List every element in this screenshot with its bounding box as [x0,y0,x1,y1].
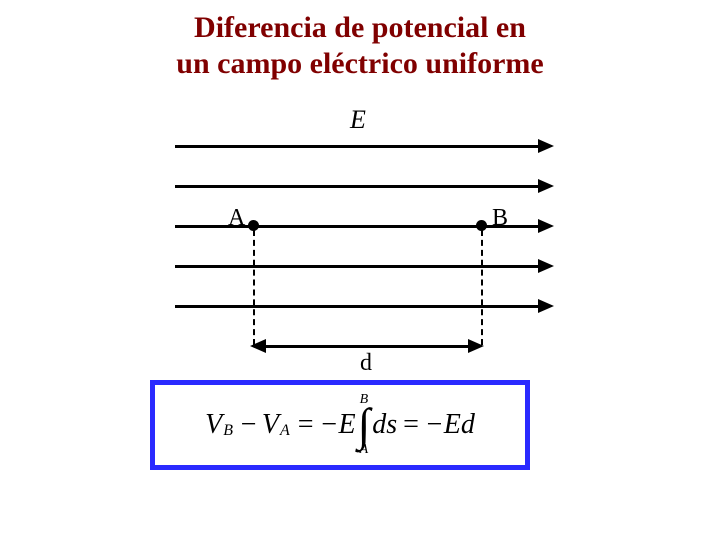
eq-sub-B: B [223,422,233,440]
eq-neg1: − [320,409,339,441]
eq-V2: V [262,409,279,441]
field-line [175,305,540,308]
eq-equals2: = [403,409,419,441]
field-line [175,145,540,148]
field-arrowhead [538,219,554,233]
eq-V1: V [205,409,222,441]
int-symbol: ∫ [358,407,371,444]
point-B-label: B [492,205,508,232]
dashed-line-A [253,230,255,345]
distance-label-d: d [360,350,372,377]
field-arrowhead [538,179,554,193]
d-arrow-right [468,339,484,353]
field-arrowhead [538,299,554,313]
eq-neg2: − [425,409,444,441]
field-line [175,185,540,188]
title-line-1: Diferencia de potencial en [0,10,720,46]
field-arrowhead [538,139,554,153]
eq-sub-A: A [280,422,290,440]
field-line [175,265,540,268]
dashed-line-B [481,230,483,345]
eq-Ed: Ed [444,409,475,441]
field-arrowhead [538,259,554,273]
integral: B ∫ A [358,393,371,458]
eq-ds: ds [372,409,397,441]
title-line-2: un campo eléctrico uniforme [0,46,720,82]
equation: VB − VA = − E B ∫ A ds = − Ed [205,393,475,458]
equation-box: VB − VA = − E B ∫ A ds = − Ed [150,380,530,470]
int-lower: A [360,443,369,457]
d-arrow-line [264,345,470,348]
field-label-E: E [350,105,366,135]
eq-equals1: = [298,409,314,441]
point-A-label: A [228,205,245,232]
field-diagram: E A B d [160,105,560,350]
eq-E1: E [338,409,355,441]
eq-minus1: − [239,409,258,441]
